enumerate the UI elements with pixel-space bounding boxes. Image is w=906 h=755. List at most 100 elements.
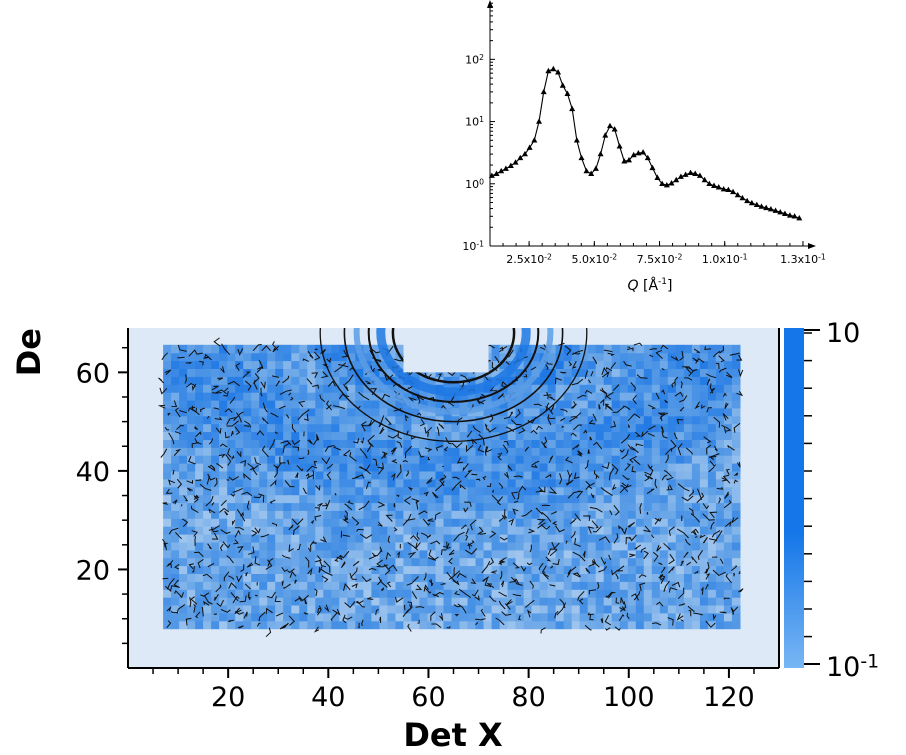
heatmap-cell: [499, 549, 509, 559]
heatmap-cell: [651, 541, 661, 551]
heatmap-cell: [547, 470, 557, 480]
heatmap-contour-line: [604, 403, 612, 409]
heatmap-cell: [675, 384, 685, 393]
heatmap-cell: [467, 486, 477, 496]
heatmap-cell: [571, 518, 581, 527]
heatmap-contour-line: [207, 543, 212, 550]
heatmap-contour-line: [582, 550, 586, 558]
heatmap-contour-line: [605, 391, 614, 400]
heatmap-contour-line: [242, 371, 251, 378]
heatmap-cell: [315, 478, 324, 488]
heatmap-cell: [323, 352, 332, 362]
heatmap-cell: [387, 557, 396, 567]
heatmap-cell: [163, 620, 172, 630]
heatmap-contour-line: [463, 507, 469, 513]
heatmap-cell: [379, 573, 388, 582]
heatmap-cell: [187, 557, 196, 567]
heatmap-cell: [595, 376, 605, 385]
heatmap-cell: [315, 573, 324, 582]
heatmap-contour-line: [597, 581, 600, 590]
heatmap-cell: [171, 589, 180, 598]
heatmap-cell: [259, 431, 268, 440]
heatmap-contour-line: [274, 596, 281, 602]
heatmap-cell: [435, 581, 445, 590]
heatmap-cell: [667, 478, 677, 488]
heatmap-cell: [595, 526, 605, 535]
heatmap-cell: [555, 486, 565, 496]
heatmap-cell: [411, 455, 420, 464]
heatmap-cell: [203, 344, 212, 354]
heatmap-cell: [483, 431, 493, 440]
heatmap-cell: [587, 360, 597, 369]
heatmap-cell: [195, 518, 204, 527]
heatmap-cell: [267, 589, 276, 598]
heatmap-cell: [611, 604, 621, 614]
heatmap-cell: [531, 447, 541, 456]
heatmap-cell: [571, 415, 581, 425]
heatmap-cell: [355, 502, 364, 511]
heatmap-cell: [251, 620, 260, 630]
heatmap-cell: [619, 470, 629, 480]
heatmap-cell: [235, 470, 244, 480]
heatmap-contour-line: [317, 502, 323, 508]
heatmap-cell: [683, 344, 693, 354]
heatmap-cell: [451, 510, 461, 519]
heatmap-contour-line: [296, 464, 304, 472]
heatmap-contour-line: [261, 345, 271, 352]
heatmap-cell: [483, 597, 493, 606]
heatmap-cell: [507, 502, 517, 511]
heatmap-contour-line: [215, 427, 222, 435]
heatmap-cell: [651, 597, 661, 606]
heatmap-contour-line: [204, 353, 212, 361]
heatmap-cell: [475, 486, 485, 496]
heatmap-cell: [491, 344, 501, 354]
heatmap-x-tick-label: 80: [511, 682, 545, 713]
heatmap-cell: [531, 620, 541, 630]
heatmap-cell: [515, 526, 525, 535]
heatmap-contour-line: [498, 482, 504, 489]
heatmap-contour-line: [415, 606, 425, 609]
heatmap-contour-line: [252, 373, 260, 384]
heatmap-cell: [355, 581, 364, 590]
heatmap-contour-line: [648, 425, 656, 431]
heatmap-cell: [179, 463, 188, 472]
heatmap-cell: [411, 502, 420, 511]
heatmap-cell: [163, 612, 172, 622]
heatmap-cell: [371, 368, 380, 377]
heatmap-cell: [307, 549, 316, 559]
profile-point: [588, 170, 595, 176]
heatmap-cell: [235, 486, 244, 496]
heatmap-cell: [347, 376, 356, 385]
heatmap-contour-line: [694, 570, 699, 575]
heatmap-cell: [171, 486, 180, 496]
heatmap-cell: [659, 526, 669, 535]
heatmap-cell: [195, 604, 204, 614]
heatmap-cell: [299, 604, 308, 614]
heatmap-cell: [355, 534, 364, 543]
heatmap-contour-line: [737, 588, 744, 593]
heatmap-contour-line: [387, 434, 399, 439]
heatmap-cell: [291, 399, 300, 409]
heatmap-contour-line: [343, 616, 353, 620]
heatmap-cell: [323, 534, 332, 543]
heatmap-cell: [403, 526, 412, 535]
heatmap-contour-line: [349, 573, 357, 580]
heatmap-cell: [331, 510, 340, 519]
heatmap-cell: [307, 415, 316, 425]
heatmap-cell: [587, 431, 597, 440]
heatmap-cell: [539, 392, 549, 401]
heatmap-cell: [443, 526, 453, 535]
heatmap-cell: [363, 534, 372, 543]
heatmap-contour-line: [556, 602, 567, 616]
profile-point: [502, 165, 509, 171]
heatmap-cell: [515, 494, 525, 504]
heatmap-contour-line: [215, 389, 227, 394]
heatmap-contour-line: [279, 405, 286, 410]
heatmap-x-tick-label: 40: [311, 682, 345, 713]
heatmap-cell: [571, 486, 581, 496]
heatmap-cell: [515, 518, 525, 527]
heatmap-contour-line: [185, 362, 193, 365]
heatmap-contour-line: [434, 480, 445, 492]
heatmap-cell: [691, 549, 701, 559]
heatmap-cell: [451, 439, 461, 448]
